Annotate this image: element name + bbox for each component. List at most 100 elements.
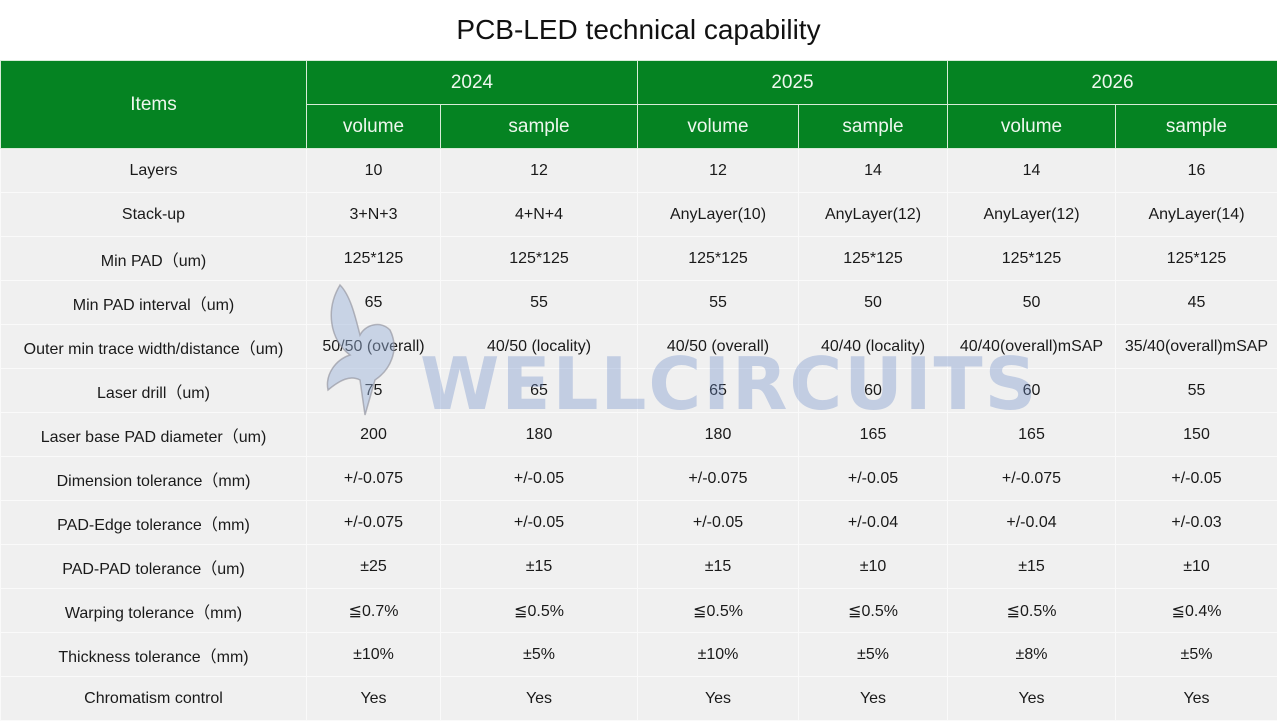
table-cell: 45 — [1115, 280, 1277, 325]
table-cell: +/-0.05 — [440, 456, 638, 501]
table-cell: Yes — [798, 676, 948, 721]
table-cell: 200 — [306, 412, 441, 457]
table-cell: +/-0.05 — [798, 456, 948, 501]
table-cell: +/-0.075 — [306, 456, 441, 501]
table-cell: 65 — [306, 280, 441, 325]
table-cell: 125*125 — [637, 236, 799, 281]
table-cell: +/-0.05 — [440, 500, 638, 545]
table-cell: 125*125 — [947, 236, 1116, 281]
page-title: PCB-LED technical capability — [456, 14, 821, 45]
table-cell: 12 — [637, 148, 799, 193]
table-row: Thickness tolerance（mm) ±10% ±5% ±10% ±5… — [0, 632, 1277, 677]
table-cell: 12 — [440, 148, 638, 193]
table-cell: AnyLayer(12) — [947, 192, 1116, 237]
item-label: Min PAD（um) — [0, 236, 307, 281]
table-cell: 55 — [637, 280, 799, 325]
table-cell: 50/50 (overall) — [306, 324, 441, 369]
table-row: Outer min trace width/distance（um) 50/50… — [0, 324, 1277, 369]
table-cell: +/-0.075 — [637, 456, 799, 501]
table-cell: 180 — [440, 412, 638, 457]
table-cell: AnyLayer(14) — [1115, 192, 1277, 237]
table-row: Layers 10 12 12 14 14 16 — [0, 148, 1277, 193]
table-row: Warping tolerance（mm) ≦0.7% ≦0.5% ≦0.5% … — [0, 588, 1277, 633]
table-cell: ±10% — [306, 632, 441, 677]
table-cell: ±10 — [798, 544, 948, 589]
subheader-sample: sample — [1115, 104, 1277, 149]
table-cell: 165 — [798, 412, 948, 457]
table-cell: 125*125 — [440, 236, 638, 281]
table-cell: 55 — [440, 280, 638, 325]
subheader-sample: sample — [440, 104, 638, 149]
item-label: Chromatism control — [0, 676, 307, 721]
table-cell: ±10 — [1115, 544, 1277, 589]
table-cell: 3+N+3 — [306, 192, 441, 237]
table-cell: AnyLayer(10) — [637, 192, 799, 237]
table-row: Chromatism control Yes Yes Yes Yes Yes Y… — [0, 676, 1277, 721]
subheader-volume: volume — [947, 104, 1116, 149]
capability-table: Items 2024 2025 2026 volume sample volum… — [0, 60, 1277, 721]
items-header: Items — [0, 60, 307, 149]
table-cell: 40/40(overall)mSAP — [947, 324, 1116, 369]
item-label: Outer min trace width/distance（um) — [0, 324, 307, 369]
table-cell: 165 — [947, 412, 1116, 457]
table-cell: ±25 — [306, 544, 441, 589]
table-cell: ≦0.4% — [1115, 588, 1277, 633]
table-cell: 40/50 (overall) — [637, 324, 799, 369]
table-cell: +/-0.05 — [637, 500, 799, 545]
year-header-2024: 2024 — [306, 60, 638, 105]
table-cell: 10 — [306, 148, 441, 193]
table-cell: +/-0.075 — [306, 500, 441, 545]
item-label: Layers — [0, 148, 307, 193]
item-label: PAD-Edge tolerance（mm) — [0, 500, 307, 545]
table-row: Stack-up 3+N+3 4+N+4 AnyLayer(10) AnyLay… — [0, 192, 1277, 237]
table-cell: +/-0.04 — [947, 500, 1116, 545]
table-cell: ±8% — [947, 632, 1116, 677]
table-cell: ±10% — [637, 632, 799, 677]
table-cell: +/-0.03 — [1115, 500, 1277, 545]
subheader-sample: sample — [798, 104, 948, 149]
table-cell: Yes — [440, 676, 638, 721]
table-cell: 50 — [798, 280, 948, 325]
table-cell: 75 — [306, 368, 441, 413]
item-label: Dimension tolerance（mm) — [0, 456, 307, 501]
table-cell: 150 — [1115, 412, 1277, 457]
table-cell: ±15 — [947, 544, 1116, 589]
table-cell: 65 — [440, 368, 638, 413]
table-cell: 125*125 — [306, 236, 441, 281]
table-cell: 60 — [947, 368, 1116, 413]
table-cell: 125*125 — [798, 236, 948, 281]
table-cell: ±5% — [798, 632, 948, 677]
item-label: Laser drill（um) — [0, 368, 307, 413]
table-cell: +/-0.04 — [798, 500, 948, 545]
item-label: Laser base PAD diameter（um) — [0, 412, 307, 457]
table-cell: AnyLayer(12) — [798, 192, 948, 237]
table-cell: 65 — [637, 368, 799, 413]
table-row: Laser base PAD diameter（um) 200 180 180 … — [0, 412, 1277, 457]
item-label: PAD-PAD tolerance（um) — [0, 544, 307, 589]
table-cell: 50 — [947, 280, 1116, 325]
table-cell: 4+N+4 — [440, 192, 638, 237]
table-cell: ≦0.5% — [947, 588, 1116, 633]
table-row: Min PAD（um) 125*125 125*125 125*125 125*… — [0, 236, 1277, 281]
table-cell: 40/50 (locality) — [440, 324, 638, 369]
table-cell: 40/40 (locality) — [798, 324, 948, 369]
table-cell: 60 — [798, 368, 948, 413]
table-cell: ≦0.5% — [440, 588, 638, 633]
table-row: Laser drill（um) 75 65 65 60 60 55 — [0, 368, 1277, 413]
item-label: Min PAD interval（um) — [0, 280, 307, 325]
item-label: Warping tolerance（mm) — [0, 588, 307, 633]
table-row: PAD-Edge tolerance（mm) +/-0.075 +/-0.05 … — [0, 500, 1277, 545]
table-row: Min PAD interval（um) 65 55 55 50 50 45 — [0, 280, 1277, 325]
table-cell: Yes — [1115, 676, 1277, 721]
table-cell: ±5% — [1115, 632, 1277, 677]
subheader-volume: volume — [306, 104, 441, 149]
table-cell: +/-0.05 — [1115, 456, 1277, 501]
table-cell: Yes — [947, 676, 1116, 721]
table-cell: 180 — [637, 412, 799, 457]
table-cell: Yes — [637, 676, 799, 721]
table-cell: ≦0.7% — [306, 588, 441, 633]
table-cell: Yes — [306, 676, 441, 721]
table-row: PAD-PAD tolerance（um) ±25 ±15 ±15 ±10 ±1… — [0, 544, 1277, 589]
table-row: Dimension tolerance（mm) +/-0.075 +/-0.05… — [0, 456, 1277, 501]
subcolumn-header-row: volume sample volume sample volume sampl… — [1, 104, 1277, 149]
